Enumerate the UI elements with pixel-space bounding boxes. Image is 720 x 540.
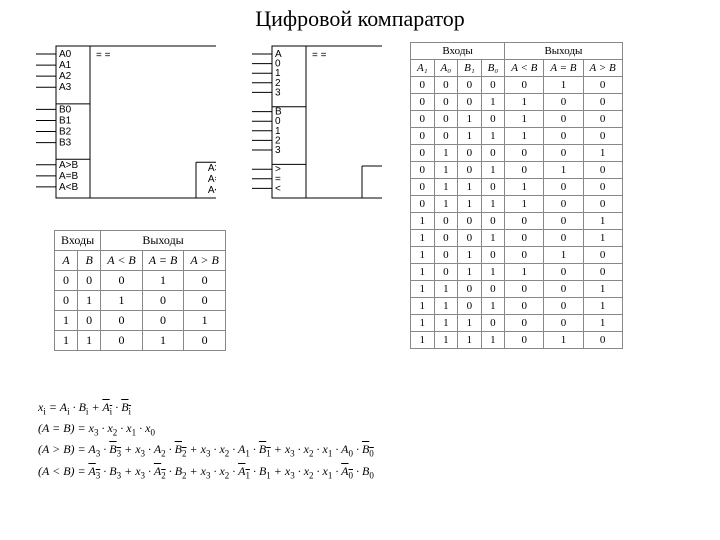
svg-text:3: 3 — [275, 87, 281, 98]
svg-text:3: 3 — [275, 145, 281, 156]
svg-text:= =: = = — [312, 50, 327, 61]
truth-table-1bit: ВходыВыходыABA < BA = BA > B000100110010… — [54, 230, 226, 351]
svg-text:<: < — [275, 183, 281, 194]
truth-table-2bit: ВходыВыходыA₁A₀B₁B₀A < BA = BA > B000001… — [410, 42, 623, 349]
svg-text:B0: B0 — [59, 104, 72, 115]
svg-text:A=B: A=B — [59, 171, 79, 182]
eq-altb: (A < B) = A3 · B3 + x3 · A2 · B2 + x3 · … — [38, 462, 374, 483]
svg-text:A<B: A<B — [59, 182, 79, 193]
svg-text:A=B: A=B — [208, 174, 216, 185]
svg-text:= =: = = — [96, 50, 111, 61]
eq-xi: xi = Ai · Bi + Ai · Bi — [38, 398, 374, 419]
svg-text:B1: B1 — [59, 115, 72, 126]
svg-text:A0: A0 — [59, 49, 72, 60]
svg-text:A<B: A<B — [208, 185, 216, 196]
svg-text:A1: A1 — [59, 60, 72, 71]
eq-aeqb: (A = B) = x3 · x2 · x1 · x0 — [38, 419, 374, 440]
svg-text:B2: B2 — [59, 127, 72, 138]
svg-text:A3: A3 — [59, 82, 72, 93]
page-title: Цифровой компаратор — [0, 6, 720, 32]
schematic-2: A0123B0123>=<>=<= = — [252, 42, 382, 202]
svg-text:A2: A2 — [59, 71, 72, 82]
svg-text:A>B: A>B — [208, 163, 216, 174]
schematic-1: A0A1A2A3B0B1B2B3A>BA=BA<BA>BA=BA<B= = — [36, 42, 216, 202]
svg-text:B3: B3 — [59, 138, 72, 149]
eq-agtb: (A > B) = A3 · B3 + x3 · A2 · B2 + x3 · … — [38, 440, 374, 461]
svg-text:A>B: A>B — [59, 160, 79, 171]
equations-block: xi = Ai · Bi + Ai · Bi (A = B) = x3 · x2… — [38, 398, 374, 483]
